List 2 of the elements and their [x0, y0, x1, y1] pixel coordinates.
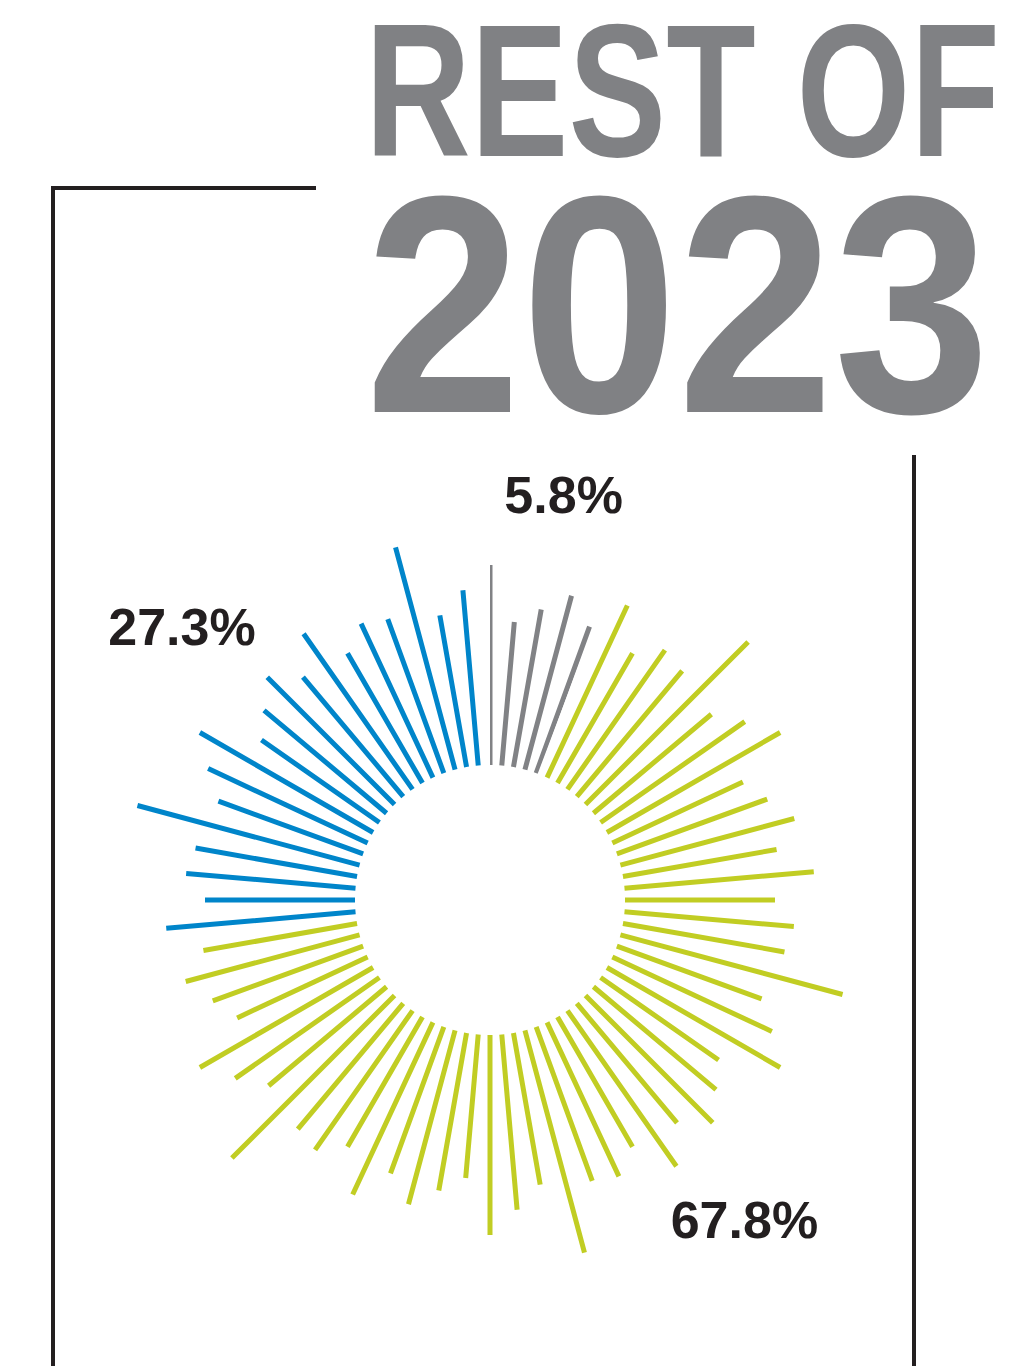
data-label: 27.3%: [108, 598, 256, 657]
data-label: 67.8%: [670, 1190, 819, 1249]
